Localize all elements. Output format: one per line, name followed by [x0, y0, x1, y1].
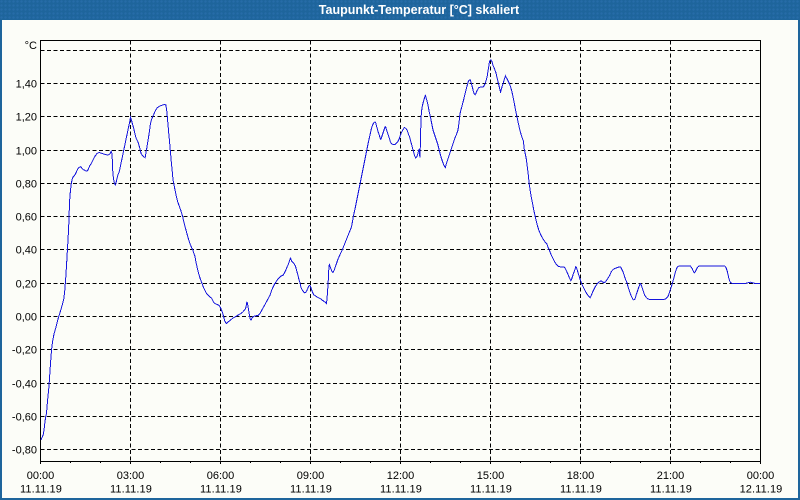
svg-text:1,20: 1,20	[16, 112, 37, 124]
svg-text:1,40: 1,40	[16, 79, 37, 91]
svg-text:12:00: 12:00	[387, 470, 415, 482]
svg-text:00:00: 00:00	[747, 470, 775, 482]
svg-text:-0,20: -0,20	[12, 345, 37, 357]
svg-text:00:00: 00:00	[27, 470, 55, 482]
svg-text:11.11.19: 11.11.19	[200, 484, 242, 496]
svg-text:°C: °C	[25, 40, 37, 52]
svg-text:0,60: 0,60	[16, 212, 37, 224]
svg-text:11.11.19: 11.11.19	[20, 484, 62, 496]
svg-text:11.11.19: 11.11.19	[470, 484, 512, 496]
svg-text:18:00: 18:00	[567, 470, 595, 482]
svg-text:-0,60: -0,60	[12, 412, 37, 424]
svg-text:15:00: 15:00	[477, 470, 505, 482]
svg-text:0,20: 0,20	[16, 279, 37, 291]
svg-text:11.11.19: 11.11.19	[380, 484, 422, 496]
svg-text:1,00: 1,00	[16, 146, 37, 158]
svg-text:11.11.19: 11.11.19	[560, 484, 602, 496]
svg-text:11.11.19: 11.11.19	[290, 484, 332, 496]
svg-text:21:00: 21:00	[657, 470, 685, 482]
svg-text:-0,80: -0,80	[12, 445, 37, 457]
svg-text:12.11.19: 12.11.19	[740, 484, 783, 496]
svg-text:06:00: 06:00	[207, 470, 235, 482]
svg-text:0,40: 0,40	[16, 245, 37, 257]
svg-text:-0,40: -0,40	[12, 379, 37, 391]
svg-text:0,80: 0,80	[16, 179, 37, 191]
svg-text:09:00: 09:00	[297, 470, 325, 482]
svg-text:11.11.19: 11.11.19	[110, 484, 152, 496]
svg-text:0,00: 0,00	[16, 312, 37, 324]
svg-text:03:00: 03:00	[117, 470, 145, 482]
svg-text:11.11.19: 11.11.19	[650, 484, 692, 496]
